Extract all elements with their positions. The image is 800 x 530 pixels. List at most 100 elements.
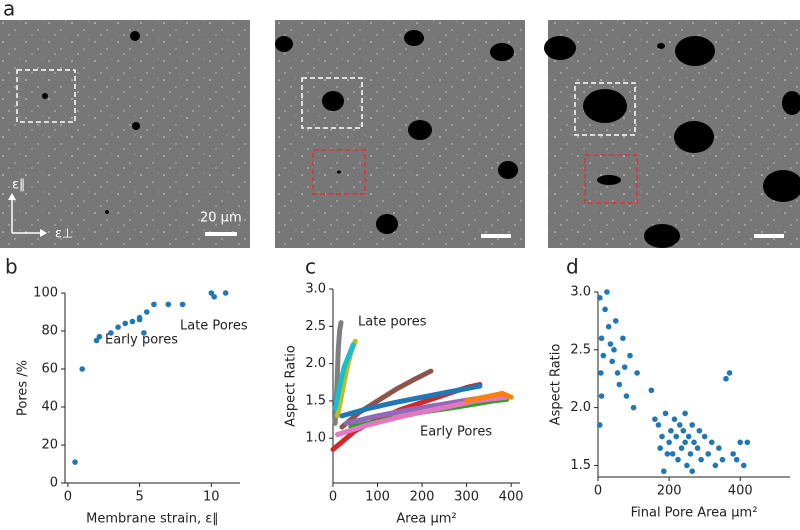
y-axis-label: Aspect Ratio bbox=[284, 345, 299, 427]
micrograph-1: ε∥ ε⊥ 20 μm bbox=[0, 20, 250, 248]
y-tick-label: 2.5 bbox=[570, 342, 591, 357]
point bbox=[72, 459, 78, 465]
point bbox=[93, 337, 100, 344]
point bbox=[108, 330, 114, 336]
point bbox=[600, 352, 607, 359]
x-tick-label: 400 bbox=[728, 484, 753, 499]
x-tick-label: 100 bbox=[365, 490, 390, 505]
y-tick-label: 2.0 bbox=[570, 400, 591, 415]
point bbox=[612, 318, 619, 324]
point bbox=[708, 439, 715, 446]
point bbox=[151, 301, 157, 308]
point bbox=[701, 433, 708, 440]
point bbox=[179, 301, 186, 308]
x-axis-label: Membrane strain, ε∥ bbox=[86, 512, 219, 527]
point bbox=[691, 439, 697, 446]
point bbox=[655, 422, 662, 428]
point bbox=[115, 324, 121, 331]
point bbox=[596, 294, 603, 301]
x-tick-label: 0 bbox=[329, 490, 337, 505]
point bbox=[705, 451, 712, 457]
x-tick-label: 5 bbox=[135, 490, 143, 505]
point bbox=[211, 294, 217, 300]
y-tick-label: 2.0 bbox=[305, 356, 326, 371]
point bbox=[726, 370, 733, 376]
y-tick-label: 2.5 bbox=[305, 319, 326, 334]
point bbox=[598, 335, 605, 342]
x-tick-label: 0 bbox=[594, 484, 602, 499]
y-tick-label: 60 bbox=[41, 362, 58, 377]
point bbox=[604, 289, 610, 295]
point bbox=[696, 427, 703, 434]
x-axis-label: Final Pore Area μm² bbox=[631, 506, 758, 521]
series-line bbox=[339, 383, 483, 419]
point bbox=[694, 445, 701, 451]
point bbox=[719, 456, 726, 463]
point bbox=[129, 318, 136, 325]
y-tick-label: 0 bbox=[50, 476, 58, 491]
point bbox=[605, 323, 612, 330]
y-tick-label: 1.5 bbox=[570, 458, 591, 473]
point bbox=[675, 456, 681, 463]
point bbox=[676, 422, 683, 428]
point bbox=[668, 427, 674, 434]
x-tick-label: 300 bbox=[454, 490, 479, 505]
panel-label: b bbox=[5, 255, 18, 279]
point bbox=[596, 422, 603, 428]
point bbox=[689, 422, 696, 428]
point bbox=[682, 439, 688, 446]
x-tick-label: 200 bbox=[410, 490, 435, 505]
series-line bbox=[332, 342, 356, 411]
point bbox=[740, 462, 747, 469]
annotation: Late pores bbox=[358, 315, 427, 330]
point bbox=[733, 456, 740, 463]
point bbox=[698, 456, 704, 463]
point bbox=[660, 468, 667, 475]
y-axis-label: Aspect Ratio bbox=[549, 344, 564, 426]
y-axis-label: Pores /% bbox=[16, 360, 31, 416]
point bbox=[712, 462, 719, 469]
point bbox=[737, 439, 744, 446]
x-tick-label: 10 bbox=[203, 490, 220, 505]
point bbox=[669, 451, 676, 457]
annotation: Late Pores bbox=[180, 319, 248, 334]
point bbox=[79, 366, 86, 372]
annotation: Early Pores bbox=[420, 425, 492, 440]
point bbox=[611, 347, 617, 353]
series-line bbox=[464, 390, 514, 404]
point bbox=[598, 370, 604, 376]
point bbox=[143, 309, 150, 315]
point bbox=[673, 433, 680, 440]
x-tick-label: 0 bbox=[64, 490, 72, 505]
point bbox=[630, 404, 637, 411]
x-tick-label: 200 bbox=[657, 484, 682, 499]
y-tick-label: 3.0 bbox=[305, 282, 326, 297]
y-tick-label: 80 bbox=[41, 324, 58, 339]
axis-label: ε⊥ bbox=[55, 227, 73, 242]
point bbox=[678, 445, 685, 451]
point bbox=[652, 416, 658, 422]
point bbox=[208, 290, 215, 296]
y-tick-label: 40 bbox=[41, 400, 58, 415]
panel-label: a bbox=[3, 0, 15, 21]
axis-label: ε∥ bbox=[12, 178, 26, 193]
point bbox=[662, 410, 669, 417]
point bbox=[616, 381, 623, 388]
point bbox=[659, 433, 665, 440]
point bbox=[136, 314, 143, 321]
point bbox=[730, 451, 736, 457]
point bbox=[96, 333, 103, 340]
point bbox=[609, 358, 616, 365]
point bbox=[680, 427, 687, 434]
point bbox=[621, 364, 628, 370]
point bbox=[744, 439, 751, 446]
point bbox=[165, 301, 172, 308]
point bbox=[685, 433, 692, 440]
point bbox=[666, 439, 672, 446]
point bbox=[671, 416, 678, 422]
panel-label: d bbox=[566, 255, 579, 279]
point bbox=[141, 330, 147, 336]
point bbox=[723, 375, 729, 382]
point bbox=[716, 445, 722, 451]
scale-text: 20 μm bbox=[200, 211, 242, 226]
